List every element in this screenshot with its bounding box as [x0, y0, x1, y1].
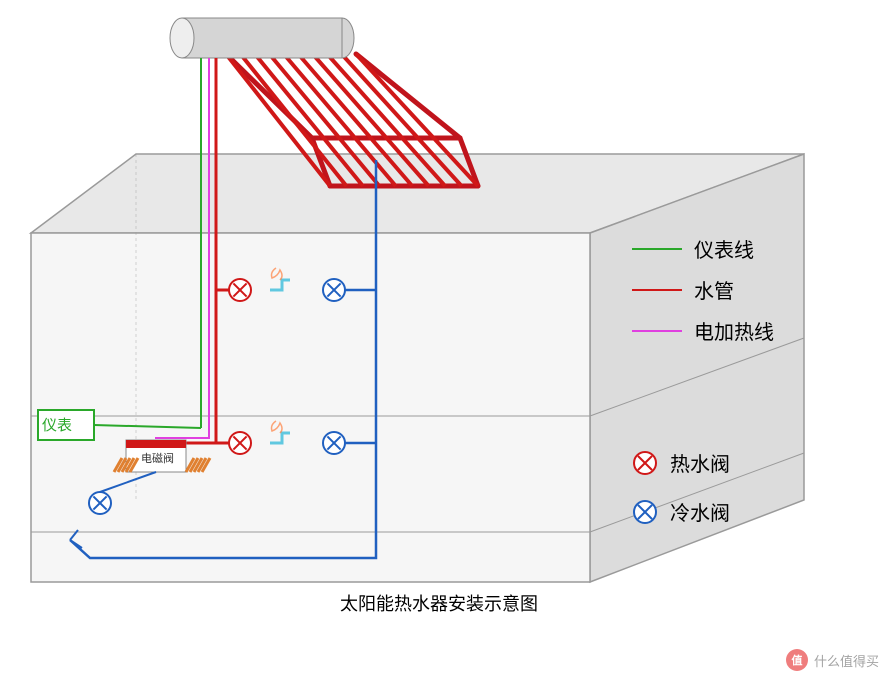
diagram-title: 太阳能热水器安装示意图	[340, 590, 538, 616]
legend-valve-item: 热水阀	[632, 448, 730, 477]
legend-label: 冷水阀	[670, 497, 730, 526]
legend-color-swatch	[632, 248, 682, 250]
legend-line-item: 水管	[632, 275, 774, 304]
meter-box-label: 仪表	[42, 414, 72, 435]
legend-valve-types: 热水阀冷水阀	[632, 448, 730, 546]
watermark-text: 什么值得买	[814, 651, 879, 670]
legend-valve-icon	[632, 450, 658, 476]
legend-color-swatch	[632, 330, 682, 332]
legend-label: 热水阀	[670, 448, 730, 477]
legend-color-swatch	[632, 289, 682, 291]
legend-valve-item: 冷水阀	[632, 497, 730, 526]
watermark-badge-icon: 值	[786, 649, 808, 671]
legend-label: 仪表线	[694, 234, 754, 263]
legend-line-item: 仪表线	[632, 234, 774, 263]
legend-label: 水管	[694, 275, 734, 304]
watermark: 值 什么值得买	[786, 649, 879, 671]
legend-label: 电加热线	[694, 316, 774, 345]
legend-line-types: 仪表线水管电加热线	[632, 234, 774, 357]
legend-valve-icon	[632, 499, 658, 525]
legend-line-item: 电加热线	[632, 316, 774, 345]
relay-box-label: 电磁阀	[141, 450, 174, 466]
